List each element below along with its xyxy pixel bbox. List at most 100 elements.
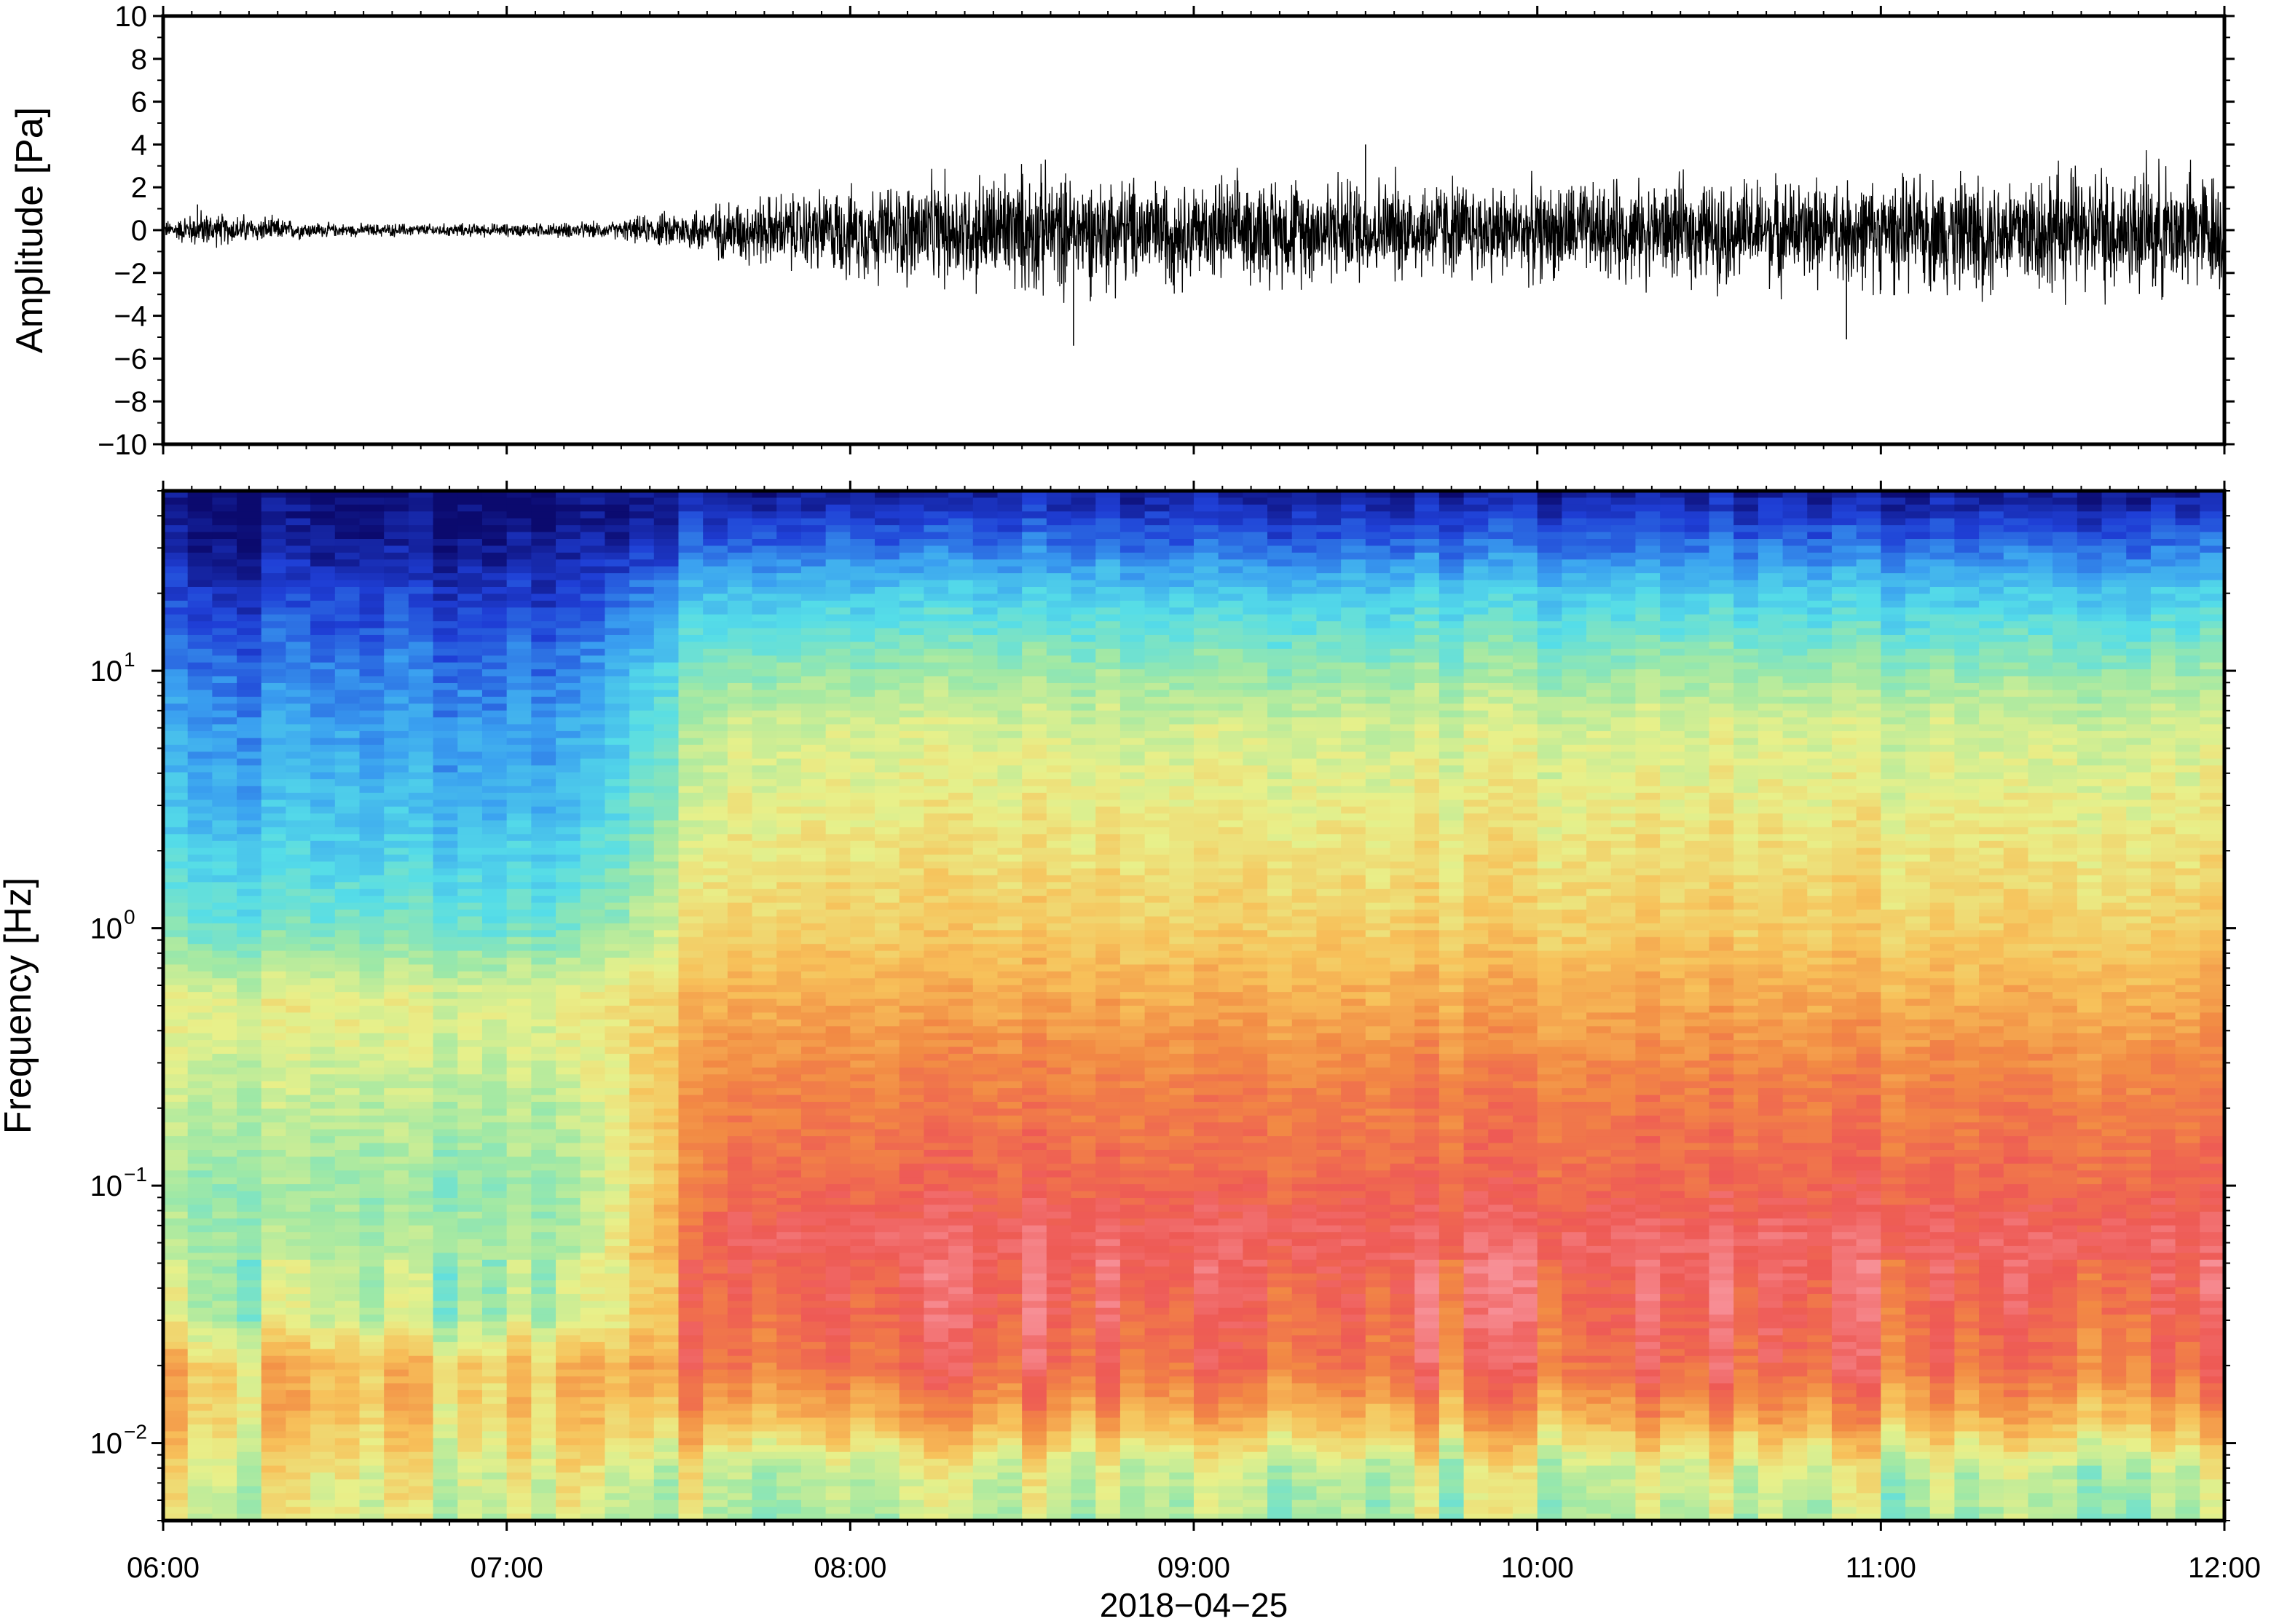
spectrogram-cell	[359, 786, 385, 794]
spectrogram-cell	[384, 1266, 409, 1274]
spectrogram-cell	[727, 937, 753, 945]
spectrogram-cell	[752, 710, 778, 718]
spectrogram-cell	[776, 594, 802, 602]
spectrogram-cell	[408, 1363, 434, 1371]
spectrogram-cell	[531, 772, 556, 780]
spectrogram-cell	[481, 1459, 508, 1467]
spectrogram-cell	[703, 1026, 728, 1034]
spectrogram-cell	[334, 1383, 361, 1391]
spectrogram-cell	[580, 566, 606, 574]
spectrogram-cell	[850, 1486, 875, 1494]
spectrogram-cell	[899, 840, 925, 848]
spectrogram-cell	[580, 1397, 606, 1405]
spectrogram-cell	[629, 772, 655, 780]
spectrogram-cell	[457, 1191, 483, 1199]
spectrogram-cell	[752, 1486, 778, 1494]
spectrogram-cell	[580, 854, 606, 862]
spectrogram-cell	[727, 1006, 753, 1014]
spectrogram-cell	[899, 1465, 925, 1473]
spectrogram-cell	[850, 1451, 875, 1459]
spectrogram-cell	[825, 1033, 851, 1041]
spectrogram-cell	[629, 779, 655, 787]
spectrogram-cell	[286, 532, 311, 540]
spectrogram-cell	[605, 1403, 630, 1411]
spectrogram-cell	[359, 1006, 385, 1014]
spectrogram-cell	[825, 868, 851, 876]
spectrogram-cell	[163, 1307, 189, 1315]
spectrogram-cell	[776, 1253, 802, 1261]
spectrogram-cell	[359, 580, 385, 588]
waveform-trace	[163, 144, 2224, 346]
spectrogram-cell	[605, 682, 630, 691]
spectrogram-cell	[776, 813, 802, 821]
spectrogram-cell	[212, 1143, 237, 1151]
spectrogram-cell	[457, 978, 483, 986]
spectrogram-cell	[286, 1473, 311, 1481]
spectrogram-cell	[237, 696, 262, 705]
spectrogram-cell	[384, 580, 409, 588]
spectrogram-cell	[629, 710, 655, 718]
spectrogram-cell	[825, 1349, 851, 1357]
spectrogram-cell	[776, 1033, 802, 1041]
spectrogram-cell	[334, 1451, 361, 1459]
spectrogram-cell	[850, 1177, 875, 1185]
spectrogram-cell	[408, 1507, 434, 1515]
spectrogram-cell	[703, 820, 728, 828]
spectrogram-cell	[899, 1307, 925, 1315]
spectrogram-cell	[310, 930, 336, 938]
spectrogram-cell	[506, 1376, 532, 1384]
spectrogram-cell	[286, 1363, 311, 1371]
spectrogram-cell	[924, 621, 949, 629]
spectrogram-cell	[752, 923, 778, 931]
spectrogram-cell	[678, 1424, 704, 1432]
spectrogram-cell	[334, 1431, 361, 1439]
spectrogram-cell	[727, 573, 753, 581]
spectrogram-cell	[237, 1280, 262, 1288]
spectrogram-cell	[359, 559, 385, 567]
spectrogram-cell	[727, 1499, 753, 1507]
spectrogram-cell	[875, 1156, 900, 1164]
spectrogram-cell	[334, 964, 361, 972]
spectrogram-cell	[457, 752, 483, 760]
spectrogram-cell	[457, 655, 483, 663]
spectrogram-cell	[875, 910, 900, 918]
spectrogram-cell	[506, 738, 532, 746]
spectrogram-cell	[212, 1006, 237, 1014]
spectrogram-cell	[359, 964, 385, 972]
spectrogram-cell	[776, 1411, 802, 1419]
spectrogram-cell	[752, 642, 778, 650]
spectrogram-cell	[384, 1006, 409, 1014]
spectrogram-cell	[261, 642, 287, 650]
spectrogram-cell	[727, 862, 753, 870]
spectrogram-cell	[310, 902, 336, 910]
spectrogram-cell	[433, 902, 459, 910]
spectrogram-cell	[653, 1108, 680, 1116]
spectrogram-cell	[825, 1232, 851, 1240]
spectrogram-cell	[163, 923, 189, 931]
spectrogram-cell	[653, 545, 680, 553]
spectrogram-cell	[776, 525, 802, 533]
spectrogram-cell	[580, 1486, 606, 1494]
spectrogram-cell	[384, 916, 409, 924]
spectrogram-cell	[752, 1273, 778, 1281]
spectrogram-cell	[556, 518, 581, 526]
spectrogram-heatmap	[163, 491, 2224, 1521]
spectrogram-cell	[875, 559, 900, 567]
spectrogram-cell	[433, 648, 459, 657]
spectrogram-cell	[334, 1259, 361, 1268]
spectrogram-cell	[850, 1376, 875, 1384]
spectrogram-cell	[629, 744, 655, 753]
spectrogram-cell	[580, 1321, 606, 1329]
spectrogram-cell	[752, 958, 778, 966]
spectrogram-cell	[580, 730, 606, 739]
spectrogram-cell	[924, 491, 949, 499]
spectrogram-cell	[457, 717, 483, 725]
spectrogram-cell	[163, 1293, 189, 1302]
spectrogram-cell	[481, 580, 508, 588]
spectrogram-cell	[359, 862, 385, 870]
spectrogram-cell	[261, 614, 287, 622]
spectrogram-cell	[678, 765, 704, 773]
spectrogram-cell	[899, 1095, 925, 1103]
spectrogram-cell	[163, 1197, 189, 1206]
spectrogram-cell	[261, 1053, 287, 1062]
